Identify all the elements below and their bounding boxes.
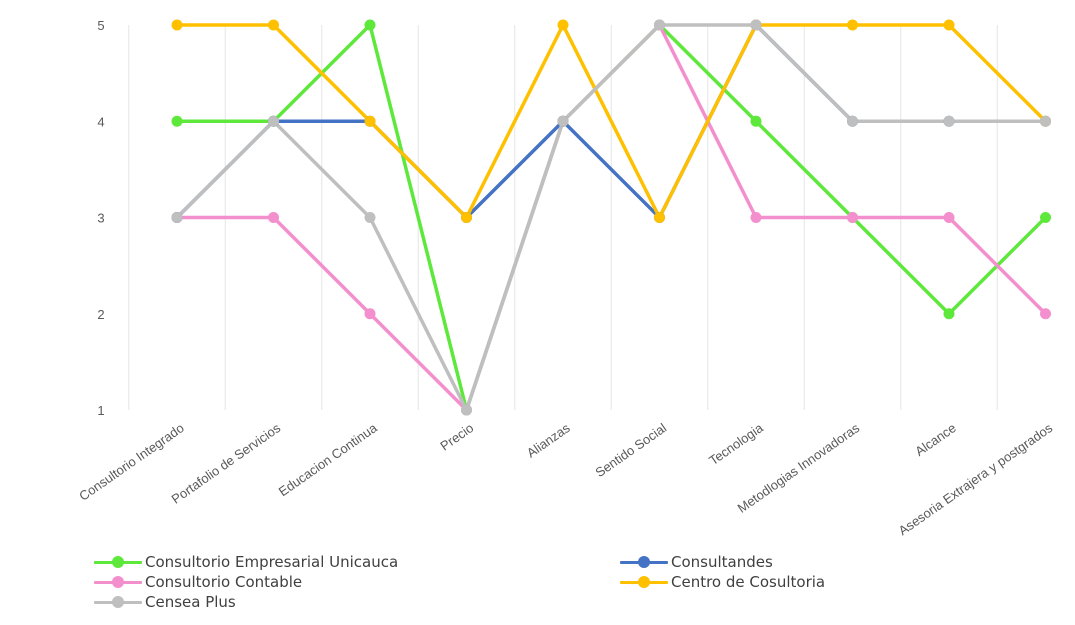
- y-tick-label: 3: [97, 211, 104, 226]
- data-point[interactable]: [364, 115, 376, 127]
- data-point[interactable]: [268, 19, 279, 31]
- data-point[interactable]: [847, 115, 858, 127]
- series-line-3: [175, 23, 1048, 220]
- x-category-label: Tecnologia: [706, 420, 766, 468]
- data-point[interactable]: [750, 19, 762, 31]
- y-axis-tick-labels: 1 2 3 4 5: [97, 18, 104, 418]
- x-category-label: Educacion Continua: [276, 420, 381, 499]
- data-point[interactable]: [847, 212, 858, 223]
- y-tick-label: 4: [97, 114, 104, 129]
- data-point[interactable]: [171, 212, 183, 223]
- x-category-label: Consultorio Integrado: [76, 420, 186, 504]
- data-point[interactable]: [268, 115, 279, 127]
- data-point[interactable]: [654, 212, 665, 223]
- y-tick-label: 5: [97, 18, 104, 33]
- y-tick-label: 2: [97, 307, 104, 322]
- data-point[interactable]: [364, 19, 376, 31]
- data-point[interactable]: [654, 19, 665, 31]
- x-category-label: Sentido Social: [593, 420, 670, 480]
- data-point[interactable]: [171, 19, 183, 31]
- x-category-label: Precio: [437, 420, 476, 453]
- series-line-4: [175, 23, 1048, 412]
- data-point[interactable]: [268, 212, 279, 223]
- y-tick-label: 1: [97, 403, 104, 418]
- data-point[interactable]: [943, 308, 955, 320]
- series-points: [171, 19, 1051, 416]
- x-category-label: Alcance: [912, 420, 958, 459]
- data-point[interactable]: [750, 115, 762, 127]
- data-point[interactable]: [171, 115, 183, 127]
- x-category-label: Alianzas: [524, 420, 573, 461]
- data-point[interactable]: [750, 212, 762, 223]
- data-point[interactable]: [943, 115, 955, 127]
- data-point[interactable]: [1040, 212, 1051, 223]
- data-point[interactable]: [557, 19, 569, 31]
- data-point[interactable]: [1040, 308, 1051, 320]
- data-point[interactable]: [364, 308, 376, 320]
- data-point[interactable]: [461, 212, 472, 223]
- data-point[interactable]: [557, 115, 569, 127]
- x-category-label: Asesoria Extrajera y postgrados: [896, 420, 1056, 538]
- data-point[interactable]: [943, 212, 955, 223]
- data-point[interactable]: [943, 19, 955, 31]
- data-point[interactable]: [461, 404, 472, 416]
- series-lines: [175, 23, 1048, 412]
- data-point[interactable]: [1040, 115, 1051, 127]
- data-point[interactable]: [364, 212, 376, 223]
- data-point[interactable]: [847, 19, 858, 31]
